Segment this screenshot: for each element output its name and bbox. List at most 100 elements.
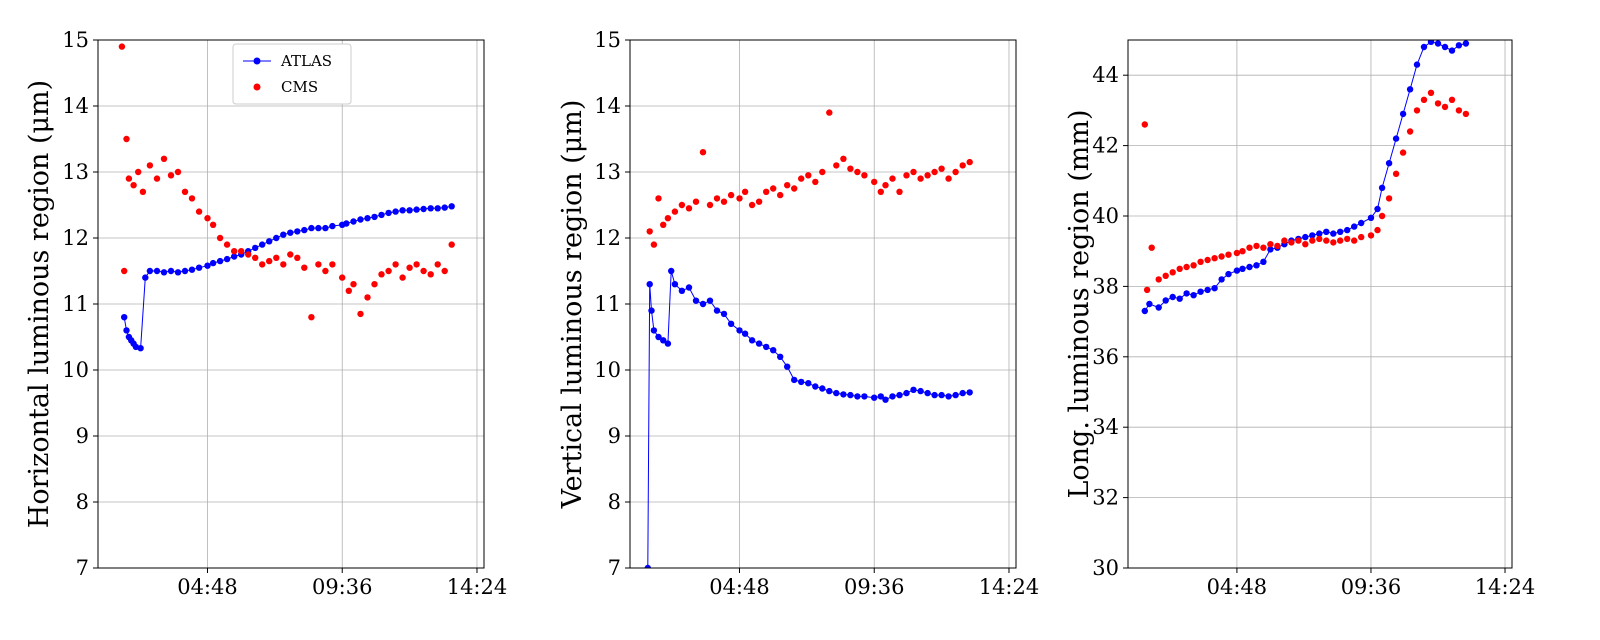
data-point [308,224,315,232]
data-point [1392,170,1400,177]
y-tick-label: 12 [594,226,621,250]
data-point [146,162,154,169]
data-point [1267,241,1274,248]
data-point [763,343,770,351]
data-point [1434,100,1442,107]
y-tick-label: 15 [594,28,621,52]
data-point [392,208,399,215]
plot-area [1141,40,1470,315]
data-point [910,386,917,393]
y-tick-label: 9 [608,424,621,448]
data-point [308,314,315,321]
data-point [646,228,653,235]
data-point [644,564,651,568]
data-point [847,391,854,399]
data-point [1148,244,1155,251]
y-tick-label: 8 [608,490,621,514]
data-point [231,248,238,255]
y-tick-label: 13 [62,160,89,184]
data-point [118,43,126,50]
data-point [371,213,378,221]
data-point [1448,47,1456,54]
data-point [1246,244,1253,251]
y-tick-label: 10 [62,358,89,382]
data-point [231,253,238,260]
data-point [434,205,441,212]
data-point [896,188,903,195]
data-point [819,168,826,176]
data-point [1155,304,1162,311]
data-point [1225,251,1232,258]
data-point [1162,272,1169,279]
data-point [406,207,413,214]
data-point [1448,96,1456,104]
data-point [1183,290,1190,297]
data-point [699,149,707,156]
series-cms [646,109,973,248]
data-point [1385,160,1393,167]
data-point [664,215,672,222]
y-axis-label: Long. luminous region (mm) [1066,109,1095,498]
data-point [1374,205,1381,213]
data-point [952,168,959,176]
data-point [1392,135,1400,142]
data-point [917,387,924,395]
data-point [329,261,336,268]
data-point [1183,263,1190,271]
data-point [727,320,735,327]
y-tick-label: 12 [62,226,89,250]
data-point [826,387,833,395]
y-tick-label: 7 [76,556,89,580]
data-point [280,261,287,268]
data-point [1399,110,1407,118]
data-point [755,198,763,205]
data-point [294,254,301,261]
data-point [1316,235,1323,243]
data-point [121,267,128,275]
data-point [1374,226,1381,234]
data-point [938,165,945,172]
data-point [959,389,966,397]
data-point [648,307,655,314]
data-point [678,201,686,209]
data-point [167,172,175,179]
data-point [882,396,889,403]
legend: ATLAS CMS [232,43,352,105]
data-point [1455,42,1463,49]
data-point [952,391,959,399]
data-point [1309,237,1316,244]
data-point [1316,230,1323,237]
legend-label: ATLAS [280,52,332,70]
data-point [135,168,142,176]
data-point [1330,230,1337,237]
legend-marker [253,83,261,91]
data-point [877,393,884,400]
data-point [123,327,130,334]
data-point [315,261,322,268]
data-point [1413,107,1421,114]
data-point [791,185,798,192]
data-point [216,234,224,242]
data-point [1420,43,1428,51]
data-point [160,269,168,276]
data-point [427,271,434,278]
data-point [223,241,231,248]
data-point [770,185,777,192]
y-tick-label: 14 [62,94,89,118]
data-point [889,175,896,182]
data-point [1455,107,1463,114]
y-tick-label: 14 [594,94,621,118]
data-point [315,224,322,232]
data-point [266,257,273,265]
data-point [139,188,147,195]
data-point [1218,253,1225,260]
data-point [748,201,756,209]
data-point [385,267,392,275]
data-point [678,287,686,294]
data-point [660,337,667,344]
data-point [1406,128,1414,135]
data-point [1330,239,1337,246]
data-point [188,195,196,202]
y-tick-label: 13 [594,160,621,184]
data-point [741,330,749,337]
